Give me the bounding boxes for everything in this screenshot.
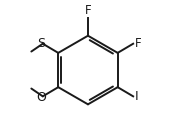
- Text: S: S: [37, 37, 45, 50]
- Text: O: O: [36, 91, 46, 104]
- Text: I: I: [135, 90, 138, 103]
- Text: F: F: [85, 4, 91, 17]
- Text: F: F: [135, 37, 141, 50]
